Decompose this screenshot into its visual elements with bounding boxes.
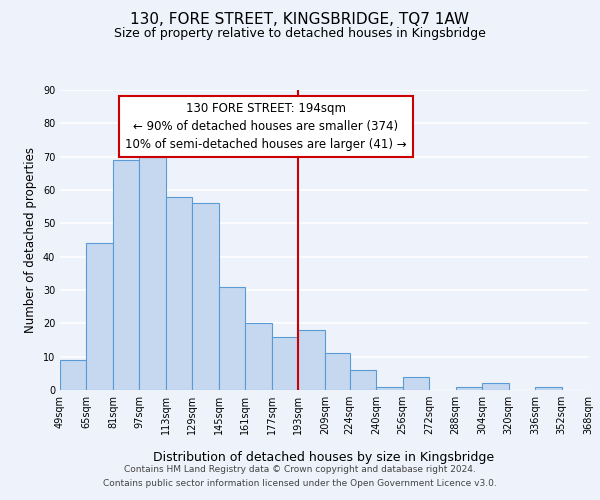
Bar bbox=[219, 286, 245, 390]
Text: 130, FORE STREET, KINGSBRIDGE, TQ7 1AW: 130, FORE STREET, KINGSBRIDGE, TQ7 1AW bbox=[131, 12, 470, 28]
Bar bbox=[403, 376, 429, 390]
Bar bbox=[535, 386, 562, 390]
Bar bbox=[60, 360, 86, 390]
Text: Size of property relative to detached houses in Kingsbridge: Size of property relative to detached ho… bbox=[114, 28, 486, 40]
Bar bbox=[325, 354, 350, 390]
Bar bbox=[298, 330, 325, 390]
Y-axis label: Number of detached properties: Number of detached properties bbox=[24, 147, 37, 333]
Bar bbox=[113, 160, 139, 390]
Bar bbox=[86, 244, 113, 390]
Bar bbox=[245, 324, 272, 390]
Bar bbox=[376, 386, 403, 390]
Bar bbox=[272, 336, 298, 390]
Bar bbox=[166, 196, 193, 390]
Text: Contains HM Land Registry data © Crown copyright and database right 2024.
Contai: Contains HM Land Registry data © Crown c… bbox=[103, 466, 497, 487]
Bar bbox=[350, 370, 376, 390]
Text: 130 FORE STREET: 194sqm
← 90% of detached houses are smaller (374)
10% of semi-d: 130 FORE STREET: 194sqm ← 90% of detache… bbox=[125, 102, 407, 151]
Bar bbox=[139, 156, 166, 390]
Text: Distribution of detached houses by size in Kingsbridge: Distribution of detached houses by size … bbox=[154, 451, 494, 464]
Bar bbox=[455, 386, 482, 390]
Bar bbox=[482, 384, 509, 390]
Bar bbox=[193, 204, 219, 390]
